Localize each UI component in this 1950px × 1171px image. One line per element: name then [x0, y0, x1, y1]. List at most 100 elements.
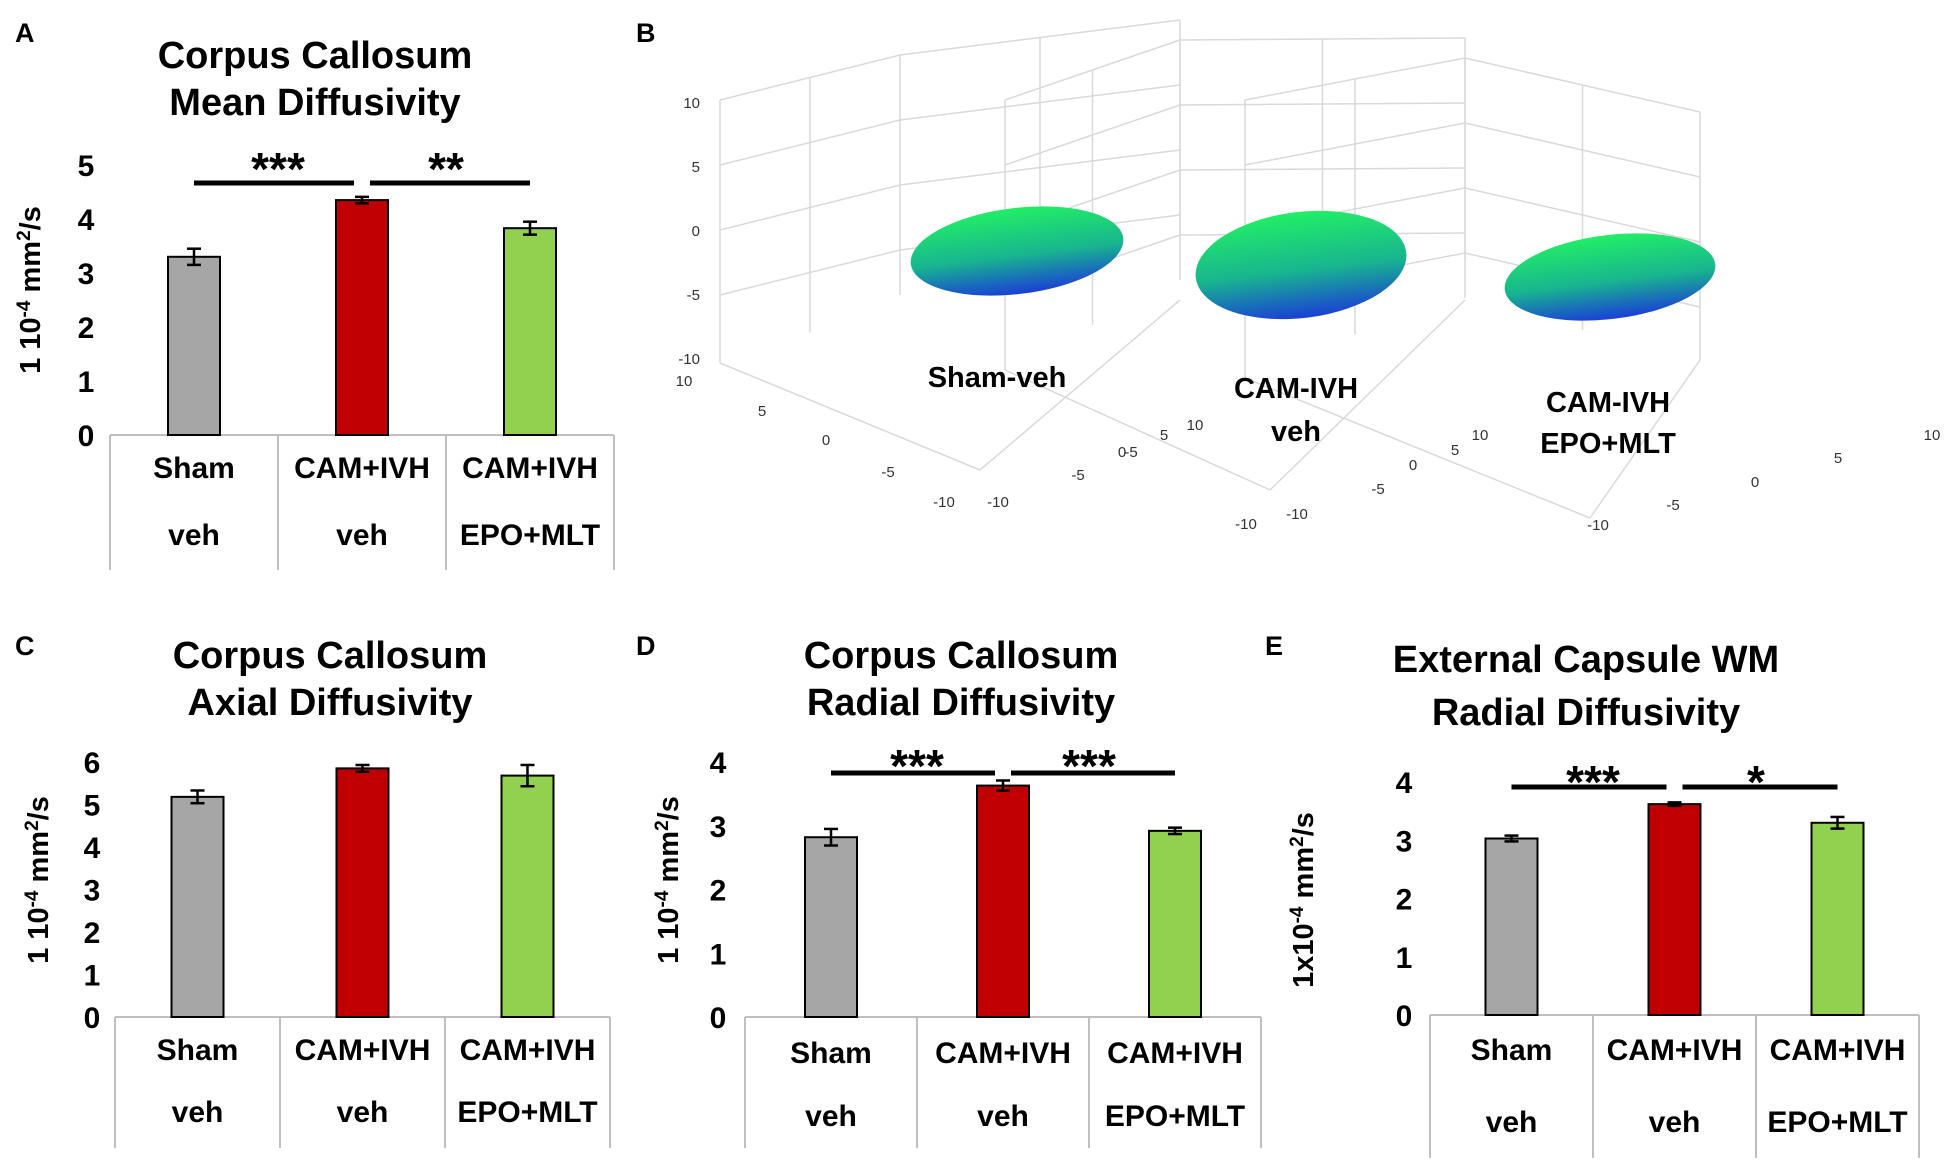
panel-b-labels: Sham-veh CAM-IVH veh CAM-IVH EPO+MLT: [928, 362, 1676, 460]
category-label-3-line2: EPO+MLT: [457, 1096, 597, 1129]
panel-a-subtitle: Mean Diffusivity: [169, 82, 460, 124]
significance-stars: ***: [1062, 740, 1116, 792]
grid-line-3d: [1269, 299, 1466, 491]
category-label-1-line1: Sham: [1471, 1034, 1553, 1067]
category-label-1-line1: Sham: [157, 1034, 239, 1067]
y-tick-label: 1: [710, 938, 727, 971]
grid-line-3d: [1244, 122, 1466, 166]
grid-line-3d: [719, 184, 901, 231]
panel-d: D Corpus Callosum Radial Diffusivity: [636, 631, 1118, 724]
y-axis-label-superscript: -4: [1287, 906, 1308, 923]
y-axis-label-text: /s: [653, 796, 685, 820]
y-tick-label: 4: [710, 747, 727, 780]
y-axis-label-text: /s: [23, 796, 55, 820]
x-tick-label-3d: 10: [1187, 417, 1204, 434]
bar-3: [500, 774, 555, 1018]
y-axis-label-text: /s: [1288, 812, 1320, 836]
category-label-2-line2: veh: [336, 519, 388, 552]
group-label-cam-ivh-veh-line2: veh: [1271, 416, 1321, 448]
category-label-2-line1: CAM+IVH: [295, 1034, 431, 1067]
y-axis-label-superscript: 2: [14, 230, 35, 241]
x-tick-label-3d: 0: [1409, 457, 1417, 474]
panel-e-subtitle: Radial Diffusivity: [1432, 692, 1740, 734]
grid-line-3d: [1589, 359, 1701, 519]
panel-a-bars: Sham veh CAM+IVH veh CAM+IVH EPO+MLT 0 1 2 3 4 5 1 1…: [14, 143, 615, 570]
significance-stars: ***: [251, 143, 305, 195]
x-tick-label-3d: -10: [1587, 517, 1609, 534]
significance-stars: **: [428, 143, 464, 195]
y-axis-label: 1 10-4 mm2/s: [22, 796, 56, 964]
y-tick-label: 1: [78, 366, 95, 399]
x-tick-label-3d: 5: [1451, 442, 1459, 459]
category-label-3-line2: EPO+MLT: [1767, 1106, 1907, 1139]
bar-2: [335, 199, 389, 436]
y-axis-label-text: 1 10: [653, 907, 685, 963]
category-label-1-line2: veh: [1486, 1106, 1538, 1139]
panel-a-title: Corpus Callosum: [158, 35, 473, 77]
ellipsoid-2: [1195, 210, 1407, 320]
y-axis-label-superscript: -4: [14, 300, 35, 317]
x-tick-label-3d: 10: [1472, 427, 1489, 444]
bar-2: [1647, 803, 1702, 1017]
category-label-1-line2: veh: [168, 519, 220, 552]
bar-charts: Sham veh CAM+IVH veh CAM+IVH EPO+MLT 0 1 2 3 4 5 1 1…: [14, 143, 1920, 1158]
y-tick-label: 3: [84, 875, 101, 908]
y-tick-label-3d: -5: [881, 464, 894, 481]
category-label-2-line1: CAM+IVH: [1607, 1034, 1743, 1067]
category-label-3-line1: CAM+IVH: [462, 452, 598, 485]
x-tick-label-3d: 0: [1118, 444, 1126, 461]
y-axis-label-text: /s: [15, 206, 47, 230]
y-tick-label: 1: [1396, 942, 1413, 975]
grid-line-3d: [1464, 187, 1701, 243]
panel-c-letter: C: [15, 631, 35, 661]
significance-stars: ***: [1566, 756, 1620, 808]
bar-1: [804, 836, 858, 1018]
significance-stars: ***: [890, 740, 944, 792]
x-tick-label-3d: 10: [1924, 427, 1941, 444]
panel-d-letter: D: [636, 631, 656, 661]
panel-a-letter: A: [15, 18, 35, 48]
panel-e-letter: E: [1265, 631, 1283, 661]
panel-d-bars: Sham veh CAM+IVH veh CAM+IVH EPO+MLT 0 1 2 3 4 1 10…: [652, 740, 1262, 1148]
y-axis-label-superscript: -4: [652, 890, 673, 907]
grid-line-3d: [1464, 122, 1701, 178]
grid-line-3d: [719, 362, 981, 471]
y-tick-label-3d: 5: [758, 403, 766, 420]
y-tick-label: 2: [1396, 884, 1413, 917]
category-label-2-line2: veh: [977, 1100, 1029, 1133]
y-axis-label-superscript: 2: [1287, 836, 1308, 847]
grid-line-3d: [899, 149, 1181, 186]
group-label-sham-veh: Sham-veh: [928, 362, 1067, 394]
y-axis-label: 1 10-4 mm2/s: [652, 796, 686, 964]
ellipsoid-1: [910, 206, 1124, 296]
panel-c-title: Corpus Callosum: [173, 635, 488, 677]
bar-1: [167, 255, 221, 436]
y-tick-label: 0: [78, 420, 95, 453]
bar-1: [1484, 837, 1539, 1016]
category-label-3-line1: CAM+IVH: [1107, 1037, 1243, 1070]
x-tick-label-3d: -5: [1071, 467, 1084, 484]
y-tick-label: 4: [1396, 767, 1413, 800]
category-label-3-line2: EPO+MLT: [1105, 1100, 1245, 1133]
grid-line-3d: [979, 299, 1181, 471]
panel-c: C Corpus Callosum Axial Diffusivity: [15, 631, 487, 724]
category-label-1-line2: veh: [805, 1100, 857, 1133]
y-axis-label-text: mm: [15, 241, 47, 301]
y-tick-label: 3: [78, 258, 95, 291]
panel-d-title: Corpus Callosum: [804, 635, 1119, 677]
grid-line-3d: [1179, 102, 1466, 106]
panel-d-subtitle: Radial Diffusivity: [807, 682, 1115, 724]
x-tick-label-3d: -5: [1371, 481, 1384, 498]
x-tick-label-3d: -5: [1666, 497, 1679, 514]
y-axis-label-superscript: 2: [652, 820, 673, 831]
x-tick-label-3d: 5: [1160, 427, 1168, 444]
z-tick-label: -10: [678, 351, 700, 368]
y-tick-label: 6: [84, 747, 101, 780]
y-tick-label: 4: [78, 204, 95, 237]
x-tick-label-3d: 5: [1834, 450, 1842, 467]
bar-3: [503, 227, 557, 436]
category-label-1-line1: Sham: [153, 452, 235, 485]
